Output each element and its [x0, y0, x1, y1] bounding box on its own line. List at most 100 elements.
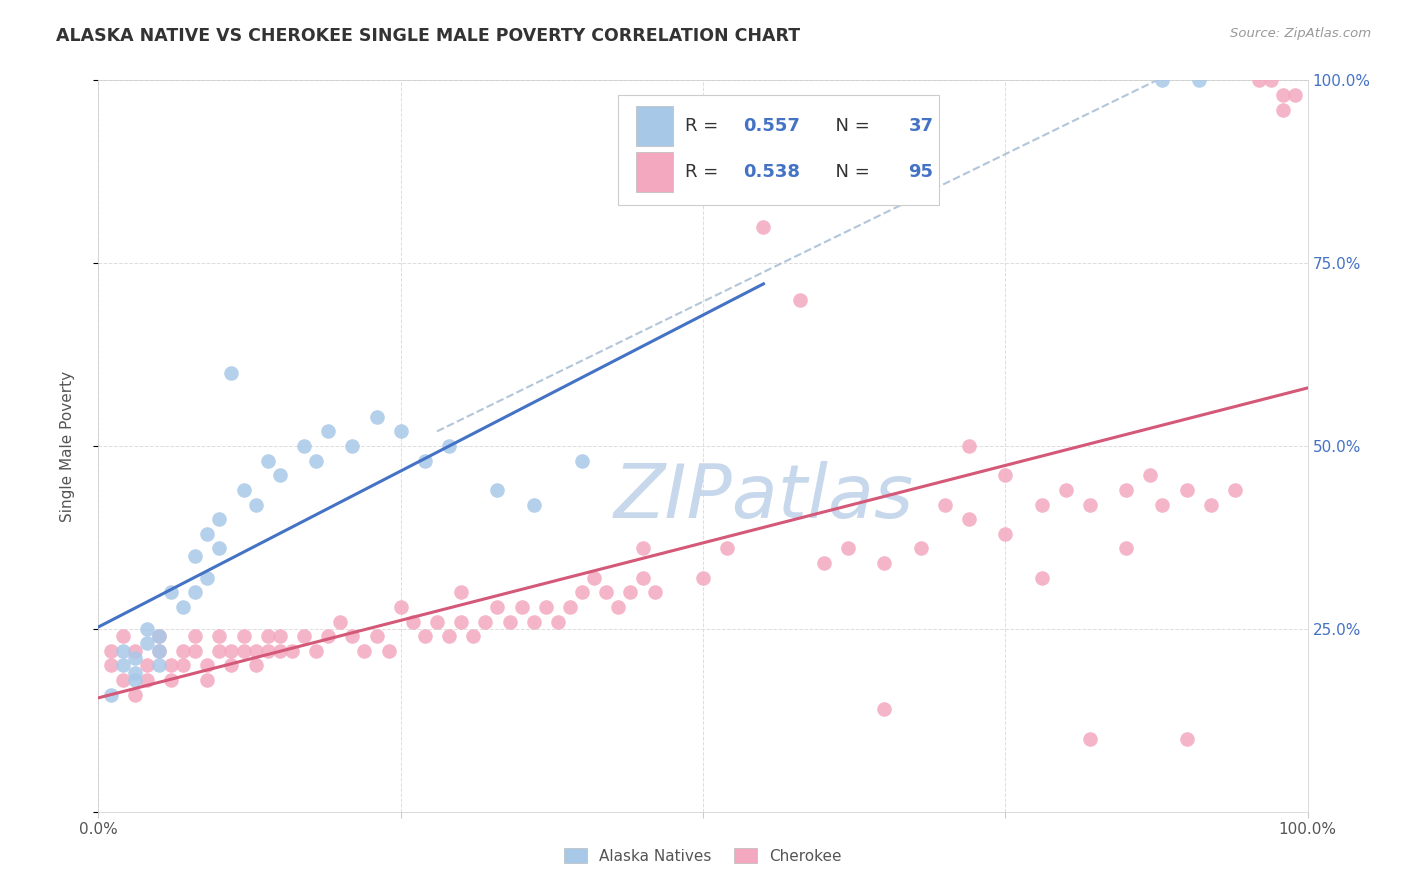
Point [486, 483, 509, 497]
Point [124, 665, 146, 680]
Point [221, 366, 243, 380]
Point [558, 599, 581, 614]
Point [1188, 73, 1211, 87]
Text: 95: 95 [908, 162, 934, 181]
Point [486, 599, 509, 614]
Point [148, 644, 170, 658]
Point [221, 644, 243, 658]
Point [172, 658, 194, 673]
Point [135, 622, 157, 636]
Point [595, 585, 617, 599]
Point [208, 512, 231, 526]
Point [195, 571, 218, 585]
Point [148, 658, 170, 673]
Point [631, 541, 654, 556]
Point [510, 599, 533, 614]
Point [1272, 103, 1295, 117]
Point [450, 585, 472, 599]
Point [1249, 73, 1271, 87]
Point [256, 629, 278, 643]
Text: N =: N = [824, 118, 876, 136]
Point [523, 615, 546, 629]
Point [245, 658, 267, 673]
Point [184, 629, 207, 643]
Point [571, 453, 593, 467]
Point [256, 644, 278, 658]
Point [184, 644, 207, 658]
Point [692, 571, 714, 585]
Point [1260, 73, 1282, 87]
Point [329, 615, 352, 629]
Point [353, 644, 375, 658]
Point [195, 673, 218, 687]
Point [1152, 73, 1174, 87]
Point [389, 425, 412, 439]
Text: ZIPatlas: ZIPatlas [613, 461, 914, 533]
Point [752, 219, 775, 234]
Point [450, 615, 472, 629]
Point [389, 599, 412, 614]
Point [111, 673, 134, 687]
Point [534, 599, 557, 614]
Point [124, 651, 146, 665]
Legend: Alaska Natives, Cherokee: Alaska Natives, Cherokee [558, 842, 848, 870]
Text: 0.538: 0.538 [742, 162, 800, 181]
Point [245, 498, 267, 512]
Point [100, 688, 122, 702]
FancyBboxPatch shape [619, 95, 939, 204]
Point [366, 409, 388, 424]
Point [269, 468, 291, 483]
Point [1272, 87, 1295, 102]
Point [305, 453, 328, 467]
Point [160, 585, 183, 599]
Point [232, 644, 254, 658]
Point [160, 658, 183, 673]
Point [994, 526, 1017, 541]
Point [1054, 483, 1077, 497]
Point [1078, 498, 1101, 512]
Point [957, 512, 980, 526]
Point [426, 615, 449, 629]
Point [873, 702, 896, 716]
Point [208, 541, 231, 556]
Point [1115, 483, 1137, 497]
Point [523, 498, 546, 512]
Point [292, 629, 315, 643]
Point [437, 629, 460, 643]
Point [342, 439, 364, 453]
Point [474, 615, 496, 629]
Point [184, 585, 207, 599]
Point [316, 629, 339, 643]
Point [437, 439, 460, 453]
Bar [637, 152, 672, 192]
Point [111, 644, 134, 658]
Text: 0.557: 0.557 [742, 118, 800, 136]
Point [208, 629, 231, 643]
Point [160, 673, 183, 687]
Point [571, 585, 593, 599]
Point [789, 293, 811, 307]
Point [547, 615, 569, 629]
Point [413, 453, 436, 467]
Point [631, 571, 654, 585]
Text: Source: ZipAtlas.com: Source: ZipAtlas.com [1230, 27, 1371, 40]
Point [619, 585, 641, 599]
Point [232, 629, 254, 643]
Point [245, 644, 267, 658]
Point [124, 688, 146, 702]
Point [1175, 483, 1198, 497]
Point [1139, 468, 1161, 483]
Point [873, 556, 896, 570]
Bar [637, 106, 672, 146]
Text: R =: R = [685, 118, 724, 136]
Point [100, 644, 122, 658]
Point [1152, 498, 1174, 512]
Point [221, 658, 243, 673]
Point [305, 644, 328, 658]
Point [1199, 498, 1222, 512]
Point [148, 629, 170, 643]
Point [124, 673, 146, 687]
Point [172, 599, 194, 614]
Point [813, 556, 835, 570]
Point [1175, 731, 1198, 746]
